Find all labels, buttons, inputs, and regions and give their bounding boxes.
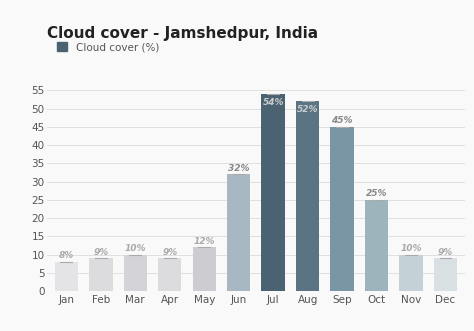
Text: 45%: 45% (331, 116, 353, 125)
Bar (124, 255, 147, 291)
Text: 9%: 9% (162, 248, 177, 257)
Bar (262, 94, 285, 291)
Text: 10%: 10% (125, 244, 146, 253)
Text: 10%: 10% (401, 244, 422, 253)
Bar (434, 259, 457, 291)
Bar (227, 174, 250, 291)
Bar (158, 259, 182, 291)
Bar (330, 127, 354, 291)
Text: Cloud cover - Jamshedpur, India: Cloud cover - Jamshedpur, India (47, 26, 319, 41)
Text: 25%: 25% (366, 189, 387, 198)
Text: 8%: 8% (59, 251, 74, 260)
Bar (55, 262, 78, 291)
Text: 32%: 32% (228, 164, 249, 172)
Text: 12%: 12% (193, 237, 215, 246)
Bar (192, 248, 216, 291)
Text: 54%: 54% (263, 98, 284, 107)
Legend: Cloud cover (%): Cloud cover (%) (53, 38, 163, 56)
Text: 9%: 9% (93, 248, 109, 257)
Bar (365, 200, 388, 291)
Text: 52%: 52% (297, 105, 319, 114)
Bar (89, 259, 112, 291)
Bar (400, 255, 423, 291)
Bar (296, 101, 319, 291)
Text: 9%: 9% (438, 248, 453, 257)
